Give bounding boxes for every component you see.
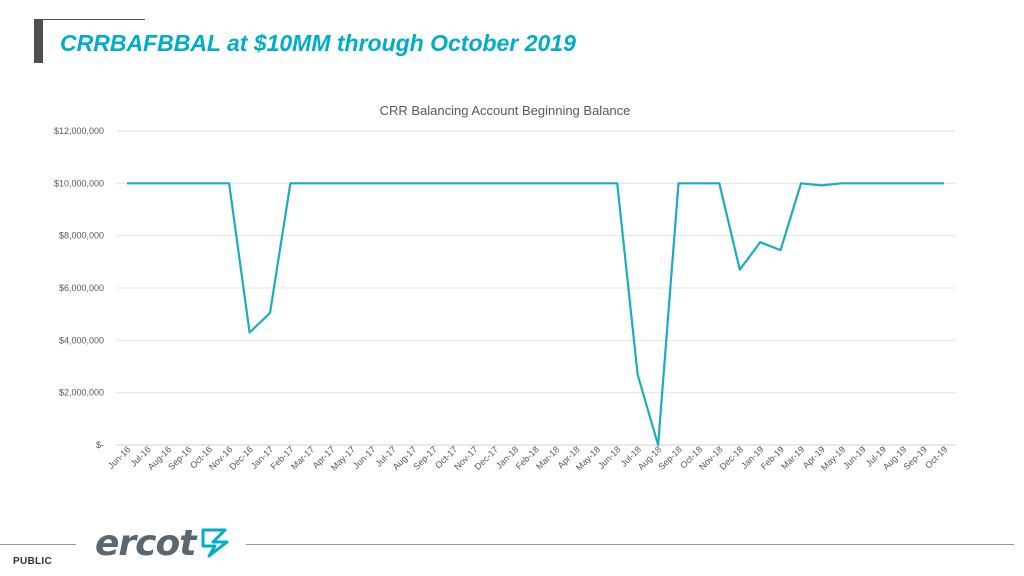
y-tick-label: $8,000,000 xyxy=(59,231,104,241)
x-tick-label: Mar-18 xyxy=(534,444,561,471)
y-tick-label: $6,000,000 xyxy=(59,283,104,293)
title-accent-bar xyxy=(34,19,43,63)
x-tick-label: Jun-18 xyxy=(596,444,623,471)
ercot-logo: ercot xyxy=(95,519,233,567)
footer-divider-right xyxy=(246,544,1014,545)
x-tick-label: Oct-19 xyxy=(923,444,949,470)
x-tick-label: Jun-19 xyxy=(841,444,868,471)
x-tick-label: Mar-17 xyxy=(289,444,316,471)
ercot-mark-icon xyxy=(201,528,229,558)
public-label: PUBLIC xyxy=(13,556,53,567)
y-tick-label: $4,000,000 xyxy=(59,335,104,345)
footer-divider-left xyxy=(0,544,76,545)
y-tick-label: $- xyxy=(96,440,104,450)
y-tick-label: $12,000,000 xyxy=(54,126,104,136)
series-line xyxy=(127,182,944,447)
x-tick-label: Jun-17 xyxy=(351,444,378,471)
logo-wordmark: ercot xyxy=(95,522,196,564)
title-accent-line xyxy=(43,19,145,20)
x-tick-label: Jun-16 xyxy=(106,444,133,471)
x-tick-label: Mar-19 xyxy=(779,444,806,471)
chart-title: CRR Balancing Account Beginning Balance xyxy=(380,103,631,118)
y-tick-label: $10,000,000 xyxy=(54,178,104,188)
line-chart: CRR Balancing Account Beginning Balance … xyxy=(54,103,956,473)
slide-title: CRRBAFBBAL at $10MM through October 2019 xyxy=(60,30,576,56)
y-tick-label: $2,000,000 xyxy=(59,388,104,398)
